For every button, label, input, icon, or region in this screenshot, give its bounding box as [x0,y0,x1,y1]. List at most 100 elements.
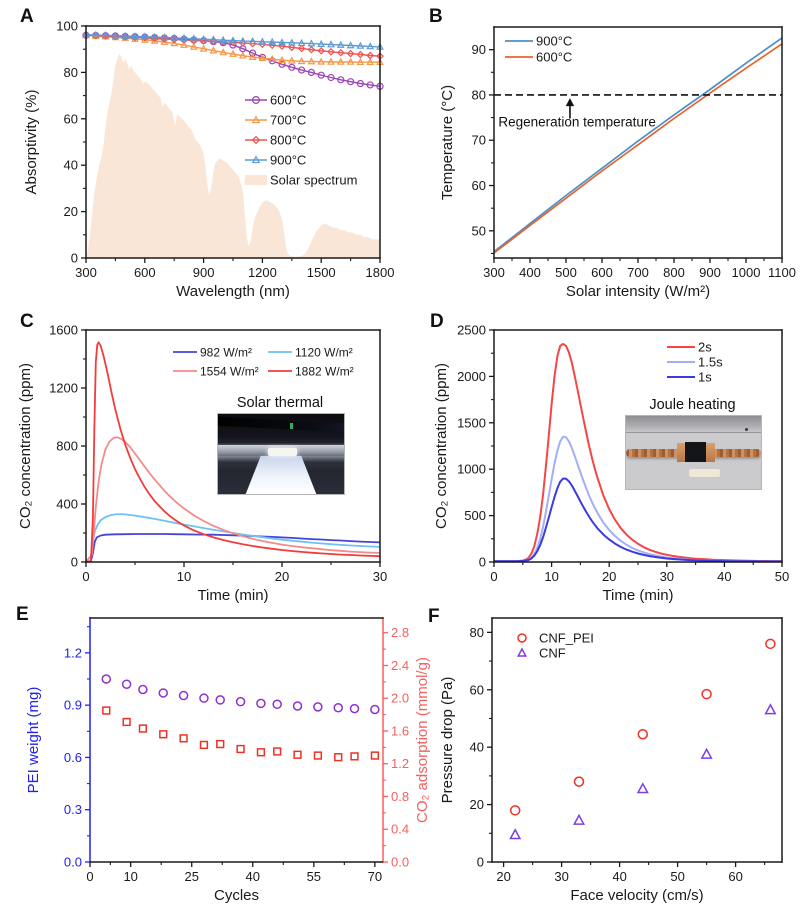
svg-text:2.4: 2.4 [391,658,409,673]
photo-copper-tab-right [704,443,716,462]
svg-text:500: 500 [555,265,577,280]
svg-text:CNF: CNF [539,646,566,661]
svg-text:25: 25 [185,869,199,884]
legend-item-1554-w-m: 1554 W/m² [173,365,259,379]
y-axis: 0 20 40 60 80 Pressure drop (Pa) [439,625,492,870]
svg-text:982 W/m²: 982 W/m² [200,346,252,360]
svg-text:CNF_PEI: CNF_PEI [539,631,594,646]
joule-heating-caption: Joule heating [649,397,736,413]
legend-item-800-c: 800°C [245,133,306,148]
x-axis: 300 600 900 1200 1500 1800 Wavelength (nm) [75,258,394,300]
svg-text:Wavelength (nm): Wavelength (nm) [176,283,290,300]
svg-text:800: 800 [56,439,78,454]
svg-text:2s: 2s [698,340,712,355]
svg-text:1882 W/m²: 1882 W/m² [295,365,354,379]
panel-label-a: A [20,6,34,27]
legend-item-900-c: 900°C [245,153,306,168]
svg-text:50: 50 [775,569,789,584]
panel-label-f: F [428,606,440,627]
svg-text:700°C: 700°C [270,113,306,128]
svg-text:1120 W/m²: 1120 W/m² [295,346,353,360]
svg-text:900: 900 [699,265,721,280]
svg-text:PEI weight (mg): PEI weight (mg) [25,687,42,794]
svg-text:0.0: 0.0 [391,855,409,870]
svg-text:0.0: 0.0 [64,855,82,870]
joule-heating-photo [625,415,762,490]
series-1s [493,477,783,563]
svg-text:30: 30 [554,869,568,884]
series-co-adsorption [102,706,380,762]
svg-text:600°C: 600°C [270,93,306,108]
svg-text:2.8: 2.8 [391,625,409,640]
svg-text:20: 20 [470,797,484,812]
svg-text:55: 55 [307,869,321,884]
svg-text:100: 100 [56,19,78,34]
svg-text:500: 500 [464,508,486,523]
svg-text:0: 0 [71,251,78,266]
svg-text:50: 50 [472,223,486,238]
series-1120-w-m [85,513,381,563]
svg-text:0.8: 0.8 [391,789,409,804]
svg-text:40: 40 [717,569,731,584]
series-1554-w-m [85,436,381,563]
series-cnf [509,703,777,840]
panel-f-plot: 20 30 40 50 60 Face velocity (cm/s) 0 20 40 60 80 P… [439,617,783,904]
legend-item-700-c: 700°C [245,113,306,128]
svg-text:20: 20 [275,569,289,584]
series-2s [494,342,783,563]
panel-d-plot: 0 10 20 30 40 50 Time (min) 0 500 1000 1500 2000 250… [433,323,789,605]
photo-copper-wire-right [711,448,761,457]
svg-text:Temperature (°C): Temperature (°C) [439,85,456,200]
svg-text:70: 70 [368,869,382,884]
svg-text:30: 30 [373,569,387,584]
svg-text:1000: 1000 [732,265,761,280]
svg-text:10: 10 [177,569,191,584]
series-1882-w-m [85,341,381,563]
svg-text:60: 60 [470,682,484,697]
svg-text:0: 0 [71,555,78,570]
solar-thermal-photo [217,413,345,495]
svg-text:1600: 1600 [49,323,78,338]
panel-b-plot: Regeneration temperature 300 400 500 600 700 8… [439,26,796,300]
svg-text:10: 10 [544,569,558,584]
svg-text:20: 20 [64,204,78,219]
svg-text:600: 600 [134,265,156,280]
svg-text:Time (min): Time (min) [602,587,673,604]
svg-text:10: 10 [123,869,137,884]
solar-thermal-caption: Solar thermal [236,395,324,411]
y-axis: 0 20 40 60 80 100 Absorptivity (%) [23,19,86,266]
svg-text:20: 20 [496,869,510,884]
x-axis: 0 10 20 30 Time (min) [82,562,387,604]
svg-text:400: 400 [56,497,78,512]
plot-frame [491,617,783,863]
legend-item-600-c: 600°C [245,93,306,108]
svg-text:0.6: 0.6 [64,750,82,765]
svg-text:600: 600 [591,265,613,280]
legend-item-cnf: CNF [516,646,566,661]
svg-text:40: 40 [64,158,78,173]
svg-text:800°C: 800°C [270,133,306,148]
series-solar-spectrum [86,53,380,258]
svg-text:1200: 1200 [248,265,277,280]
svg-text:40: 40 [470,740,484,755]
series-982-w-m [85,533,381,563]
panel-e-plot: 0 10 25 40 55 70 Cycles 0.0 0.3 0.6 0.9 1.2 PEI weig… [25,617,431,904]
photo-sample [685,442,707,462]
annotation-varrow [565,98,575,119]
svg-text:1500: 1500 [457,415,486,430]
panel-a-plot: 300 600 900 1200 1500 1800 Wavelength (nm) 0 20 4… [23,19,394,301]
photo-copper-tab-left [676,443,688,462]
svg-text:1.2: 1.2 [391,756,409,771]
photo-label-sticker [689,468,721,478]
photo-top-band [626,416,761,434]
svg-text:1500: 1500 [307,265,336,280]
svg-text:Pressure drop (Pa): Pressure drop (Pa) [439,677,456,804]
svg-text:60: 60 [728,869,742,884]
legend-item-1120-w-m: 1120 W/m² [268,346,353,360]
svg-text:60: 60 [64,111,78,126]
legend: 600°C 700°C 800°C 900°C Solar spectrum [245,93,357,188]
y-axis: 0.0 0.3 0.6 0.9 1.2 PEI weight (mg) [25,626,90,870]
